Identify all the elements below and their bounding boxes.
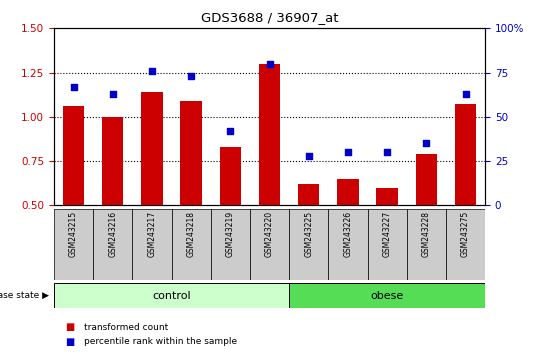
Text: ■: ■ — [65, 337, 74, 347]
Text: GSM243275: GSM243275 — [461, 211, 470, 257]
Bar — [171, 209, 211, 280]
Point — [69, 84, 78, 90]
Point — [461, 91, 470, 97]
Text: percentile rank within the sample: percentile rank within the sample — [84, 337, 237, 346]
Text: GSM243219: GSM243219 — [226, 211, 235, 257]
Bar — [376, 188, 398, 205]
Bar — [250, 209, 289, 280]
Bar — [328, 209, 368, 280]
Bar — [289, 283, 485, 308]
Bar — [455, 104, 476, 205]
Text: GSM243215: GSM243215 — [69, 211, 78, 257]
Bar — [93, 209, 132, 280]
Text: GSM243227: GSM243227 — [383, 211, 392, 257]
Text: disease state ▶: disease state ▶ — [0, 291, 49, 300]
Point — [383, 149, 391, 155]
Point — [226, 128, 234, 134]
Bar — [181, 101, 202, 205]
Text: GSM243217: GSM243217 — [147, 211, 156, 257]
Bar — [54, 209, 93, 280]
Text: GSM243216: GSM243216 — [108, 211, 117, 257]
Text: GSM243220: GSM243220 — [265, 211, 274, 257]
Text: transformed count: transformed count — [84, 323, 168, 332]
Bar — [298, 184, 320, 205]
Bar — [63, 106, 84, 205]
Bar — [446, 209, 485, 280]
Bar — [141, 92, 163, 205]
Point — [108, 91, 117, 97]
Bar — [289, 209, 328, 280]
Point — [343, 149, 352, 155]
Text: GSM243218: GSM243218 — [186, 211, 196, 257]
Point — [422, 141, 431, 146]
Bar — [259, 64, 280, 205]
Bar — [368, 209, 407, 280]
Bar — [219, 147, 241, 205]
Bar — [211, 209, 250, 280]
Bar — [54, 283, 289, 308]
Text: GSM243226: GSM243226 — [343, 211, 353, 257]
Text: ■: ■ — [65, 322, 74, 332]
Point — [148, 68, 156, 74]
Point — [305, 153, 313, 159]
Text: obese: obese — [370, 291, 404, 301]
Text: GDS3688 / 36907_at: GDS3688 / 36907_at — [201, 11, 338, 24]
Point — [187, 73, 196, 79]
Point — [265, 61, 274, 67]
Text: GSM243228: GSM243228 — [422, 211, 431, 257]
Bar — [132, 209, 171, 280]
Text: control: control — [152, 291, 191, 301]
Bar — [337, 179, 358, 205]
Bar — [102, 117, 123, 205]
Text: GSM243225: GSM243225 — [304, 211, 313, 257]
Bar — [407, 209, 446, 280]
Bar — [416, 154, 437, 205]
